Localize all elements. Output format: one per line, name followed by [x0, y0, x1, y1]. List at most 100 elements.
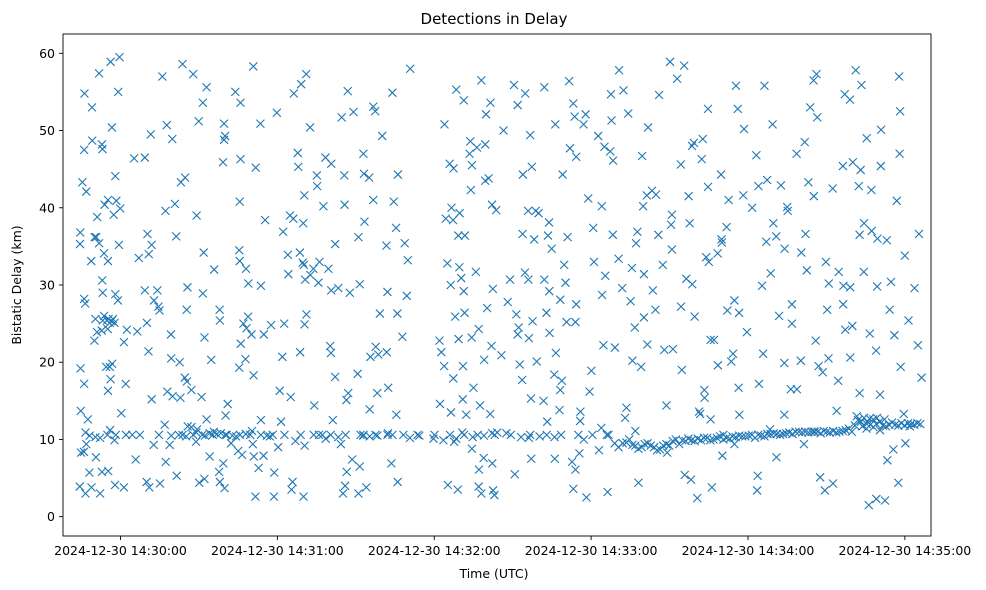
- data-point: [510, 469, 520, 479]
- data-point: [80, 89, 89, 98]
- data-point: [520, 89, 530, 98]
- data-point: [180, 173, 190, 183]
- data-point: [77, 177, 87, 187]
- data-point: [247, 426, 257, 436]
- data-point: [544, 286, 554, 296]
- data-point: [171, 231, 181, 241]
- data-point: [194, 116, 204, 126]
- data-point: [515, 360, 525, 369]
- data-point: [372, 431, 382, 440]
- data-point: [864, 500, 874, 510]
- data-point: [821, 257, 831, 267]
- data-point: [551, 348, 561, 358]
- data-point: [809, 75, 818, 85]
- data-point: [782, 202, 792, 212]
- data-point: [787, 319, 797, 329]
- data-point: [256, 430, 266, 440]
- data-point: [87, 136, 97, 145]
- data-point: [513, 100, 523, 110]
- data-point: [828, 479, 838, 488]
- data-point: [487, 341, 496, 351]
- data-point: [744, 431, 754, 440]
- data-point: [695, 409, 705, 419]
- data-point: [662, 401, 671, 410]
- data-point: [386, 459, 396, 468]
- data-point: [353, 369, 363, 379]
- data-point: [97, 275, 107, 285]
- data-point: [687, 141, 697, 151]
- data-point: [875, 390, 885, 400]
- data-point: [479, 431, 489, 440]
- data-point: [103, 466, 113, 476]
- data-point: [822, 305, 832, 315]
- data-point: [762, 175, 772, 185]
- data-point: [722, 306, 732, 315]
- data-point: [260, 215, 270, 225]
- data-point: [389, 197, 399, 206]
- data-point: [218, 459, 228, 468]
- data-point: [95, 433, 105, 443]
- data-point: [476, 489, 486, 498]
- data-point: [839, 281, 848, 291]
- data-point: [365, 404, 375, 414]
- data-point: [119, 482, 129, 492]
- data-point: [895, 106, 905, 116]
- data-point: [221, 411, 231, 420]
- data-point: [429, 434, 438, 444]
- data-point: [435, 336, 444, 345]
- data-point: [648, 286, 658, 295]
- data-point: [279, 319, 289, 329]
- data-point: [142, 318, 152, 328]
- data-point: [899, 409, 909, 419]
- data-point: [92, 212, 102, 222]
- data-point: [273, 442, 283, 452]
- data-point: [524, 333, 534, 343]
- data-point: [771, 231, 781, 241]
- data-point: [443, 480, 453, 490]
- data-point: [783, 206, 793, 216]
- data-point: [259, 451, 268, 461]
- data-point: [144, 347, 153, 356]
- data-point: [81, 187, 91, 196]
- data-point: [820, 486, 830, 495]
- data-point: [600, 142, 609, 152]
- data-point: [699, 433, 709, 443]
- data-point: [333, 283, 343, 293]
- data-point: [667, 210, 677, 220]
- data-point: [314, 430, 324, 440]
- data-point: [467, 333, 477, 342]
- data-point: [110, 435, 119, 445]
- data-point: [639, 313, 649, 322]
- data-point: [570, 112, 580, 122]
- data-point: [875, 425, 885, 435]
- data-point: [532, 357, 542, 366]
- data-point: [76, 364, 85, 373]
- data-point: [550, 119, 560, 129]
- data-point: [79, 294, 89, 304]
- data-point: [248, 62, 258, 71]
- data-point: [149, 440, 159, 450]
- data-point: [194, 478, 204, 488]
- data-point: [597, 201, 607, 211]
- data-point: [111, 196, 121, 206]
- data-point: [460, 308, 469, 318]
- data-point: [467, 444, 477, 454]
- data-point: [97, 140, 107, 149]
- data-point: [527, 162, 537, 172]
- data-point: [454, 334, 463, 344]
- data-point: [91, 314, 100, 324]
- data-point: [731, 81, 741, 91]
- data-point: [490, 430, 500, 440]
- data-markers: [75, 52, 926, 510]
- data-point: [704, 257, 714, 267]
- data-point: [630, 426, 640, 436]
- data-point: [766, 269, 776, 278]
- data-point: [524, 433, 534, 443]
- data-point: [589, 257, 599, 267]
- data-point: [152, 286, 162, 295]
- data-point: [608, 156, 618, 166]
- data-point: [254, 463, 263, 473]
- data-point: [94, 68, 104, 78]
